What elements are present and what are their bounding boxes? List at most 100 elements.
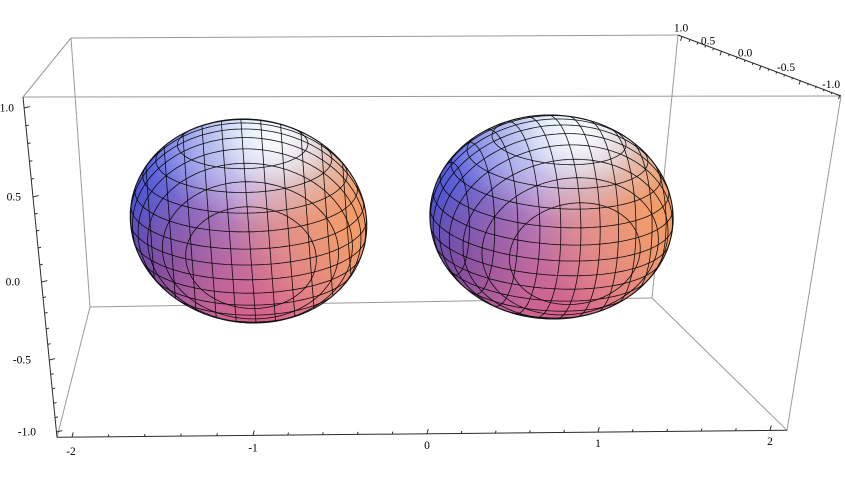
z-axis-minor-tick: [39, 263, 43, 266]
mesh-line: [133, 237, 367, 281]
y-axis-minor-tick: [736, 56, 738, 60]
y-axis-minor-tick: [815, 85, 817, 89]
x-axis-tick-label: -2: [66, 446, 76, 458]
box-edge: [70, 34, 679, 39]
x-axis-tick-label: 1: [595, 438, 601, 450]
z-axis-tick-label: 0.5: [7, 192, 22, 204]
mesh-line: [439, 133, 673, 295]
x-axis-minor-tick: [107, 434, 110, 437]
z-axis-tick-label: 0.0: [6, 277, 21, 289]
mesh-line: [163, 146, 176, 299]
x-axis-minor-tick: [666, 428, 668, 432]
mesh-line: [260, 120, 276, 322]
mesh-line: [429, 118, 636, 233]
z-axis-minor-tick: [46, 327, 50, 330]
sphere-outline: [429, 114, 674, 320]
y-axis-major-tick: [798, 80, 801, 85]
z-axis-ticks: [23, 106, 63, 433]
sphere-left: [129, 118, 368, 324]
y-axis-tick-label: 1.0: [674, 23, 689, 35]
box-edge: [651, 297, 788, 431]
axis-line: [677, 34, 842, 97]
y-axis-major-tick: [680, 36, 683, 41]
z-axis-major-tick: [49, 358, 56, 361]
mesh-line: [484, 129, 519, 307]
z-axis-minor-tick: [52, 387, 56, 390]
x-axis-minor-tick: [287, 432, 289, 436]
y-axis-major-tick: [838, 94, 841, 100]
x-axis-minor-tick: [216, 433, 218, 436]
mesh-line: [130, 219, 367, 266]
y-axis-minor-tick: [775, 71, 778, 74]
axis-line: [22, 96, 58, 438]
x-axis-minor-tick: [322, 432, 324, 435]
y-axis-minor-tick: [791, 77, 794, 80]
mesh-line: [460, 283, 628, 312]
x-axis-tick-label: 0: [424, 440, 430, 452]
box-edge: [22, 37, 72, 98]
y-axis-tick-label: -0.5: [777, 62, 795, 74]
sphere-outline: [129, 118, 368, 324]
y-axis-minor-tick: [696, 42, 699, 45]
x-axis-minor-tick: [563, 429, 565, 433]
box-edge: [56, 306, 91, 438]
z-axis-labels: 1.0 0.5 0.0 -0.5 -1.0: [0, 103, 36, 439]
y-axis-tick-label: 0.0: [738, 48, 753, 60]
y-axis-minor-tick: [712, 47, 715, 51]
x-axis-minor-tick: [180, 433, 182, 437]
mesh-line: [177, 126, 309, 170]
y-axis-minor-tick: [743, 59, 746, 63]
x-axis-ticks: [71, 425, 772, 438]
mesh-line: [300, 131, 315, 309]
y-axis-minor-tick: [688, 39, 691, 42]
mesh-line: [444, 161, 470, 276]
z-axis-major-tick: [41, 280, 48, 283]
mesh-line: [434, 245, 662, 290]
mesh-line: [610, 128, 637, 304]
z-axis-tick-label: -1.0: [18, 427, 36, 439]
z-axis-minor-tick: [37, 246, 42, 249]
mesh-line: [448, 144, 673, 316]
x-axis-tick-label: 2: [767, 436, 773, 448]
mesh-line: [432, 124, 660, 268]
mesh-line: [429, 206, 674, 262]
x-axis-tick-label: -1: [248, 443, 258, 455]
x-axis-minor-tick: [529, 430, 531, 433]
mesh-line: [491, 118, 627, 166]
z-axis-major-tick: [32, 195, 39, 198]
mesh-line: [432, 187, 674, 246]
x-axis-minor-tick: [460, 430, 463, 434]
y-axis-minor-tick: [830, 91, 833, 95]
mesh-line: [153, 274, 352, 306]
x-axis-minor-tick: [700, 428, 703, 432]
y-axis-major-tick: [759, 65, 762, 70]
x-axis-major-tick: [597, 427, 600, 433]
x-axis-labels: -2 -1 0 1 2: [66, 436, 773, 458]
mesh-line: [280, 124, 296, 317]
sphere-mesh: [429, 115, 674, 319]
x-axis-minor-tick: [356, 431, 359, 435]
mesh-line: [182, 133, 197, 311]
y-axis-minor-tick: [767, 68, 770, 71]
y-axis-minor-tick: [704, 45, 707, 48]
mesh-line: [134, 184, 358, 233]
z-axis-tick-label: 1.0: [0, 103, 14, 115]
z-axis-minor-tick: [27, 142, 31, 145]
z-axis-minor-tick: [31, 177, 35, 180]
z-axis-minor-tick: [34, 212, 38, 215]
mesh-line: [137, 148, 362, 305]
z-axis-major-tick: [56, 430, 63, 433]
z-axis-minor-tick: [36, 229, 40, 232]
bounding-box-edges: [22, 34, 842, 438]
y-axis-major-tick: [719, 50, 722, 56]
mesh-line: [130, 203, 365, 250]
mesh-line: [444, 264, 648, 302]
y-axis-labels: 1.0 0.5 0.0 -0.5 -1.0: [674, 23, 841, 92]
y-axis-tick-label: 0.5: [701, 36, 716, 48]
mesh-line: [526, 116, 562, 319]
mesh-line: [201, 125, 217, 318]
axes: -2 -1 0 1 2 1.0 0.5 0.0 -0.5 -1.0 1.0 0.5 0.0 -0.5 -1.…: [0, 23, 842, 458]
z-axis-minor-tick: [25, 124, 29, 127]
y-axis-minor-tick: [728, 53, 730, 57]
